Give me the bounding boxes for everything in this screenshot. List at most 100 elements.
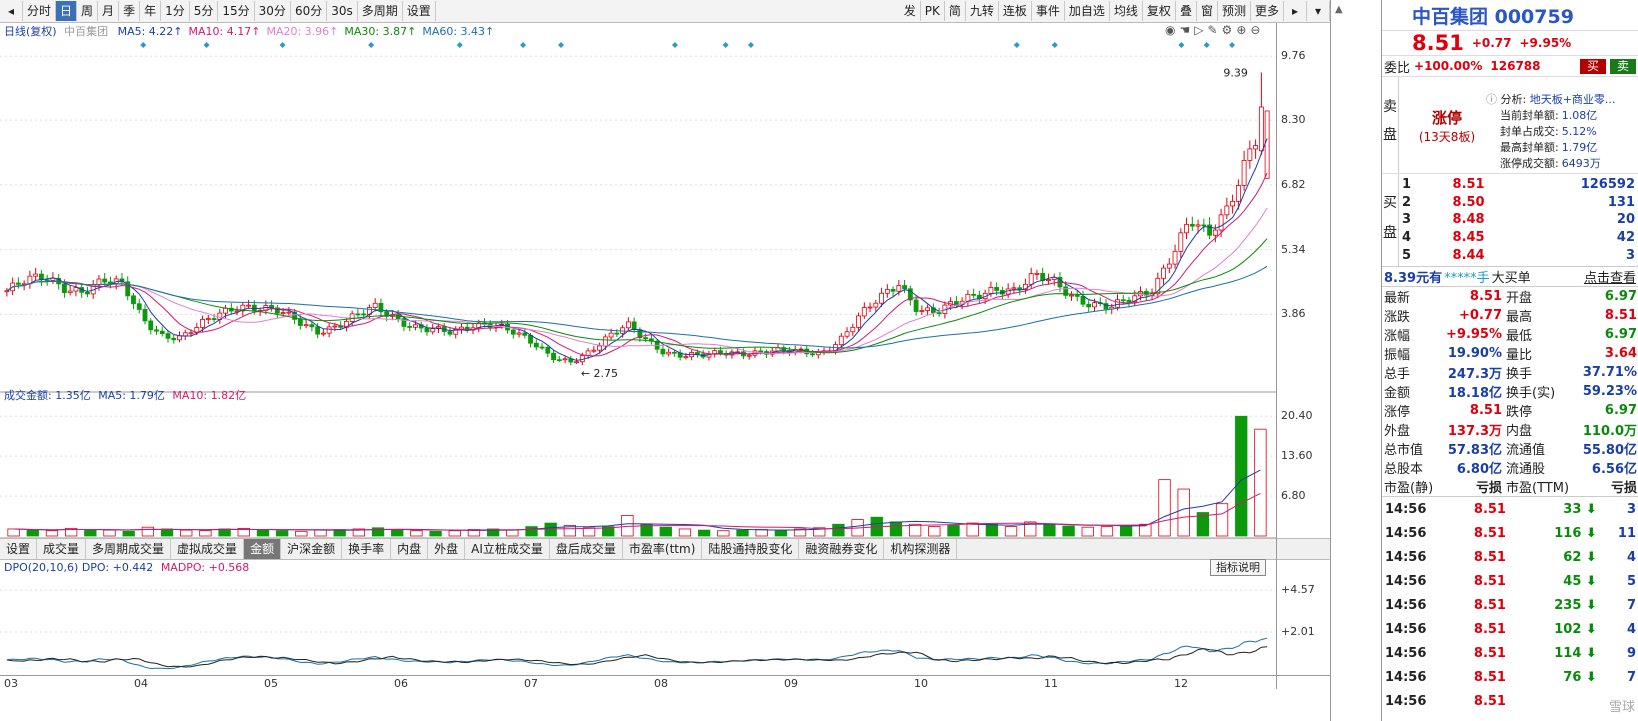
- period-button-4[interactable]: 季: [119, 1, 141, 21]
- stat-row: 金额 18.18亿 换手(实) 59.23%: [1382, 382, 1638, 401]
- tool-button-0[interactable]: 发: [900, 1, 921, 21]
- bid-price: 8.44: [1452, 247, 1485, 263]
- period-button-10[interactable]: 60分: [291, 1, 328, 21]
- tool-button-10[interactable]: 窗: [1197, 1, 1218, 21]
- analysis-val: 5.12%: [1561, 125, 1597, 138]
- candle-body: [1184, 223, 1189, 234]
- bid-row[interactable]: 1 8.51 126592: [1400, 176, 1637, 194]
- indicator-tab-5[interactable]: 沪深金额: [281, 539, 343, 559]
- indicator-tab-10[interactable]: 盘后成交量: [550, 539, 623, 559]
- vertical-scrollbar[interactable]: ▲: [1330, 0, 1382, 721]
- tool-button-4[interactable]: 连板: [999, 1, 1032, 21]
- indicator-tab-2[interactable]: 多周期成交量: [86, 539, 172, 559]
- quote-panel: 中百集团 000759 8.51 +0.77 +9.95% 委比 +100.00…: [1381, 0, 1638, 721]
- candle-body: [102, 278, 108, 283]
- indicator-tab-1[interactable]: 成交量: [37, 539, 87, 559]
- candle-body: [1241, 160, 1247, 186]
- volume-bar: [103, 529, 116, 537]
- period-button-2[interactable]: 周: [77, 1, 99, 21]
- tool-button-12[interactable]: 更多: [1251, 1, 1284, 21]
- dropdown-icon[interactable]: ▾: [1307, 1, 1330, 21]
- buy-button[interactable]: 买: [1579, 58, 1606, 74]
- collapse-left-icon[interactable]: ◂: [0, 1, 23, 21]
- zoom-in-icon[interactable]: ⊕: [1236, 23, 1251, 37]
- indicator-tab-13[interactable]: 融资融券变化: [799, 539, 885, 559]
- expand-right-icon[interactable]: ▸: [1284, 1, 1307, 21]
- tool-button-3[interactable]: 九转: [966, 1, 999, 21]
- indicator-help-button[interactable]: 指标说明: [1210, 559, 1266, 576]
- volume-chart[interactable]: [0, 401, 1330, 561]
- bid-row[interactable]: 4 8.45 42: [1400, 229, 1637, 247]
- volume-bar: [602, 526, 615, 537]
- indicator-tab-4[interactable]: 金额: [244, 539, 282, 559]
- bid-row[interactable]: 3 8.48 20: [1400, 211, 1637, 229]
- period-button-0[interactable]: 分时: [23, 1, 57, 21]
- event-marker-icon: [456, 42, 463, 48]
- period-button-5[interactable]: 年: [140, 1, 162, 21]
- tool-button-5[interactable]: 事件: [1032, 1, 1065, 21]
- scroll-up-icon[interactable]: ▲: [1335, 4, 1343, 15]
- candle-body: [1264, 110, 1270, 179]
- period-button-7[interactable]: 5分: [190, 1, 219, 21]
- candle-body: [315, 326, 321, 335]
- indicator-tab-9[interactable]: AI立桩成交量: [465, 539, 550, 559]
- tool-button-2[interactable]: 简: [945, 1, 966, 21]
- period-button-3[interactable]: 月: [98, 1, 120, 21]
- candle-body: [1247, 148, 1253, 161]
- tool-button-9[interactable]: 叠: [1176, 1, 1197, 21]
- period-button-12[interactable]: 多周期: [358, 1, 403, 21]
- tick-list[interactable]: 14:56 8.51 33 ⬇ 3 14:56 8.51 116 ⬇ 11 14:56 8.51 6…: [1382, 497, 1638, 713]
- volume-bar: [928, 526, 941, 537]
- tool-button-1[interactable]: PK: [921, 1, 945, 21]
- indicator-tab-3[interactable]: 虚拟成交量: [171, 539, 245, 559]
- volume-bar: [160, 528, 174, 537]
- indicator-tab-12[interactable]: 陆股通持股变化: [702, 539, 800, 559]
- tool-button-8[interactable]: 复权: [1143, 1, 1176, 21]
- settings-icon[interactable]: ⚙: [1221, 23, 1237, 37]
- indicator-tab-6[interactable]: 换手率: [342, 539, 392, 559]
- tick-d: 7: [1626, 669, 1636, 685]
- candle-body: [1092, 302, 1097, 308]
- candle-body: [159, 330, 165, 334]
- bid-vol: 42: [1616, 230, 1635, 246]
- tool-button-7[interactable]: 均线: [1110, 1, 1143, 21]
- play-icon[interactable]: ▷: [1194, 23, 1208, 37]
- tick-t: 14:56: [1385, 525, 1427, 541]
- candle-body: [625, 321, 631, 329]
- candle-body: [1028, 273, 1034, 285]
- bid-row[interactable]: 2 8.50 131: [1400, 194, 1637, 212]
- dpo-chart[interactable]: [0, 575, 1330, 675]
- big-order-link[interactable]: 点击查看: [1583, 271, 1636, 286]
- period-button-8[interactable]: 15分: [218, 1, 255, 21]
- indicator-tab-7[interactable]: 内盘: [391, 539, 429, 559]
- candle-body: [1017, 287, 1023, 290]
- tick-v: [1521, 689, 1600, 713]
- kline-chart[interactable]: 9.39 ← 2.75: [0, 37, 1330, 397]
- period-button-13[interactable]: 设置: [403, 1, 436, 21]
- period-button-6[interactable]: 1分: [161, 1, 190, 21]
- zoom-out-icon[interactable]: ⊖: [1250, 23, 1265, 37]
- price-row: 8.51 +0.77 +9.95%: [1382, 31, 1638, 56]
- indicator-tab-11[interactable]: 市盈率(ttm): [623, 539, 703, 559]
- cursor-icon[interactable]: ☚: [1179, 23, 1195, 37]
- tool-button-11[interactable]: 预测: [1218, 1, 1251, 21]
- candle-body: [602, 336, 608, 347]
- tool-button-6[interactable]: 加自选: [1065, 1, 1110, 21]
- period-button-11[interactable]: 30s: [327, 1, 358, 21]
- indicator-tab-14[interactable]: 机构探测器: [884, 539, 958, 559]
- chart-area: 日线(复权) 中百集团 MA5: 4.22↑ MA10: 4.17↑ MA20: 3…: [0, 23, 1330, 721]
- volume-bar: [26, 529, 39, 537]
- volume-bar: [659, 526, 672, 537]
- period-button-1[interactable]: 日: [56, 1, 78, 21]
- stat-row: 最新 8.51 开盘 6.97: [1382, 287, 1638, 306]
- draw-icon[interactable]: ✎: [1207, 23, 1222, 37]
- period-button-9[interactable]: 30分: [255, 1, 291, 21]
- indicator-tab-8[interactable]: 外盘: [428, 539, 466, 559]
- bid-row[interactable]: 5 8.44 3: [1400, 246, 1637, 264]
- stat-k2: 开盘: [1506, 291, 1533, 306]
- analysis-value[interactable]: 地天板+商业零...: [1529, 93, 1616, 106]
- sell-button[interactable]: 卖: [1609, 58, 1636, 74]
- candle-body: [1172, 250, 1178, 265]
- indicator-tab-0[interactable]: 设置: [0, 539, 38, 559]
- eye-icon[interactable]: ◉: [1165, 23, 1180, 37]
